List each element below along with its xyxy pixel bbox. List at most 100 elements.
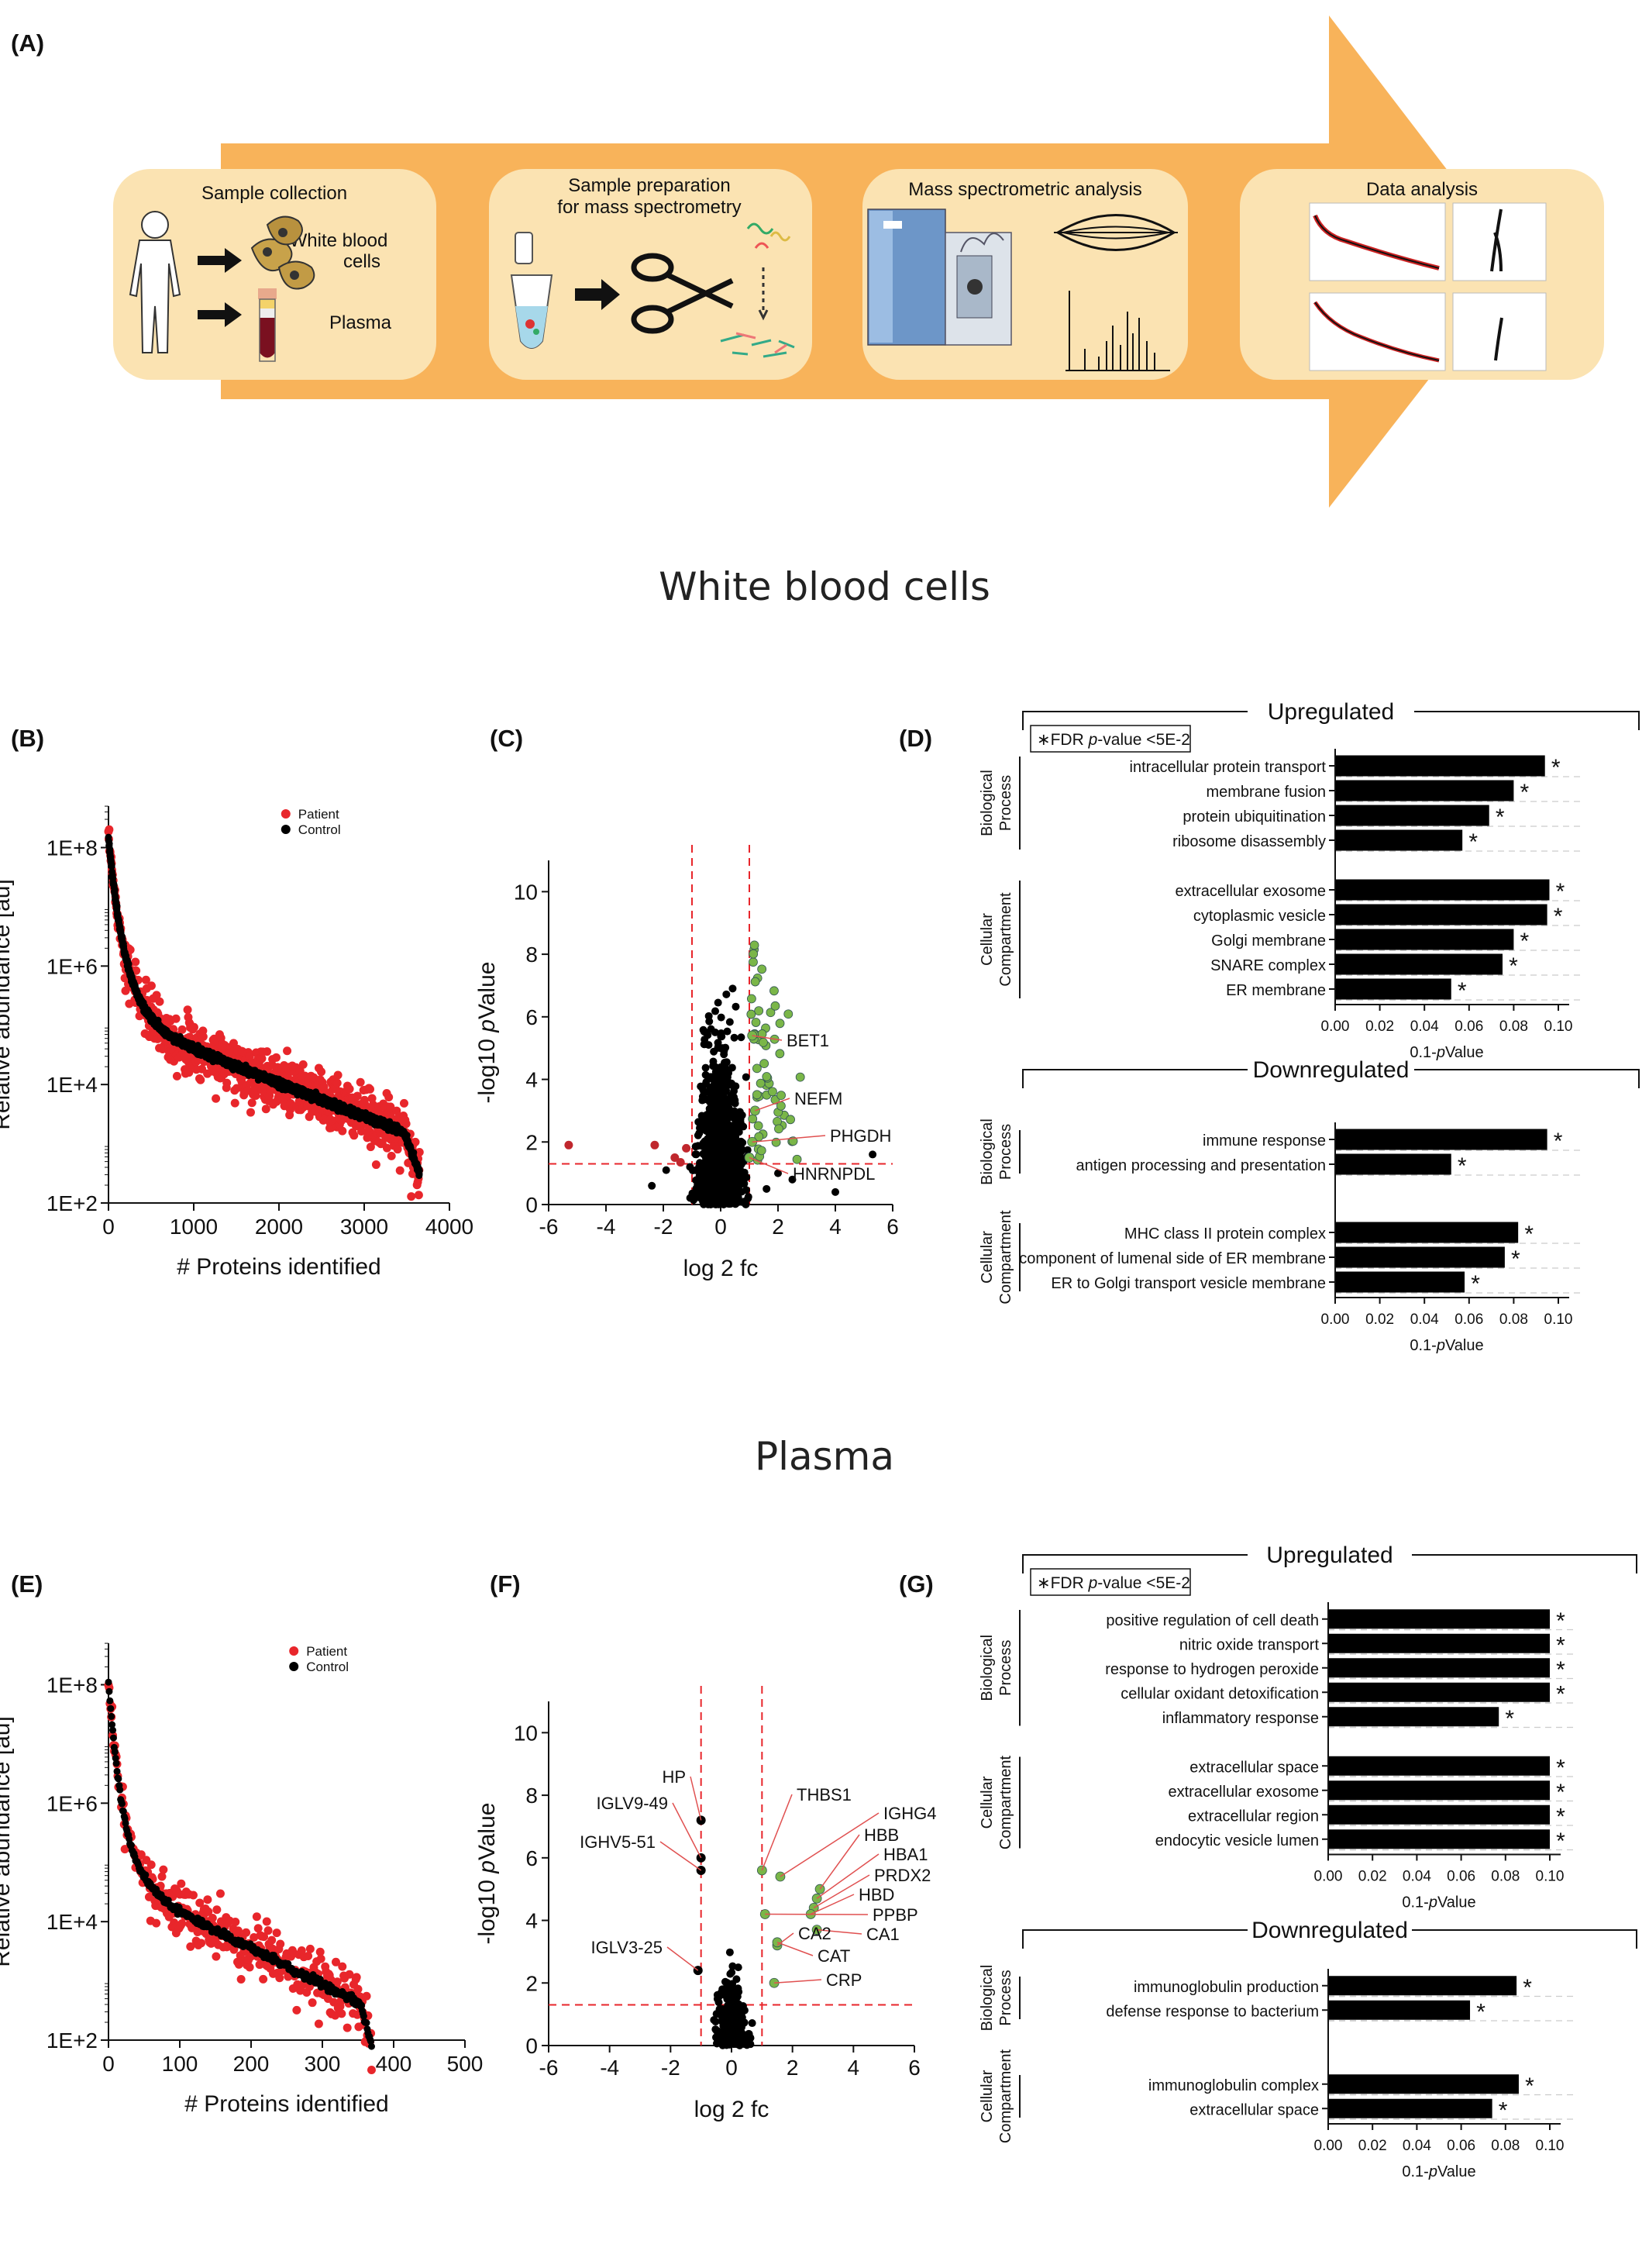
patient-point: [387, 1151, 396, 1160]
upregulated-point: [749, 957, 758, 967]
patient-point: [246, 1108, 255, 1117]
x-tick-label: 0: [102, 1215, 115, 1239]
patient-point: [155, 997, 164, 1006]
data-point: [706, 1136, 714, 1144]
x-tick-label: 0.00: [1321, 1019, 1350, 1035]
data-point: [717, 1013, 725, 1022]
control-point: [115, 1775, 122, 1783]
data-point: [721, 1195, 730, 1204]
category-label: Cellular: [979, 913, 996, 966]
legend-marker: [281, 825, 291, 834]
control-point: [105, 1687, 113, 1695]
x-tick-label: 4000: [425, 1215, 473, 1239]
data-point: [869, 1150, 877, 1159]
control-point: [108, 863, 115, 870]
upregulated-point: [783, 1009, 794, 1019]
patient-point: [141, 975, 150, 984]
patient-point: [267, 1935, 277, 1945]
y-tick-label: 1E+4: [46, 1073, 98, 1097]
step-title-collection: Sample collection: [201, 183, 347, 204]
patient-point: [212, 1952, 221, 1961]
control-point: [106, 1697, 114, 1704]
data-point: [707, 1163, 716, 1171]
data-point: [717, 1146, 725, 1154]
y-tick-label: 4: [525, 1068, 538, 1092]
x-tick-label: 500: [447, 2052, 484, 2076]
patient-point: [276, 1939, 285, 1949]
x-tick-label: -4: [597, 1215, 616, 1239]
category-label: Biological: [979, 1118, 996, 1185]
significance-star: *: [1551, 755, 1561, 781]
data-point: [698, 1092, 707, 1101]
category-label: Compartment: [997, 892, 1014, 987]
y-tick-label: 1E+2: [46, 2028, 98, 2053]
y-tick-label: 6: [525, 1005, 538, 1029]
patient-point: [338, 1962, 347, 1971]
patient-point: [231, 1918, 240, 1927]
data-point: [722, 990, 731, 998]
significance-star: *: [1471, 1271, 1480, 1297]
patient-point: [316, 1954, 325, 1963]
step-title-preparation: Sample preparation: [568, 175, 730, 196]
downregulated-point: [682, 1143, 691, 1153]
patient-point: [196, 1075, 205, 1084]
control-point: [107, 1704, 115, 1712]
arrow-to-cells-icon: [198, 248, 242, 273]
x-tick-label: 0.02: [1365, 1312, 1394, 1328]
patient-point: [184, 1068, 194, 1077]
data-point: [690, 1196, 698, 1205]
x-axis-title: # Proteins identified: [184, 2091, 389, 2117]
patient-point: [198, 1032, 208, 1041]
patient-point: [286, 1098, 295, 1108]
legend-marker: [289, 1646, 299, 1656]
data-point: [699, 1025, 707, 1034]
data-point: [704, 1170, 712, 1179]
data-point: [720, 1186, 728, 1194]
control-point: [111, 1748, 119, 1756]
data-point: [725, 1018, 734, 1026]
data-point: [728, 1129, 736, 1137]
data-point: [692, 1150, 701, 1159]
patient-point: [371, 1160, 380, 1170]
significance-star: *: [1458, 978, 1467, 1004]
panel-label-e: (E): [11, 1570, 43, 1598]
term-label: ER membrane: [1226, 982, 1326, 999]
x-axis-title: log 2 fc: [683, 1256, 759, 1281]
data-point: [705, 1017, 714, 1025]
x-tick-label: 0: [102, 2052, 115, 2076]
upregulated-point: [754, 1006, 764, 1015]
patient-point: [393, 1145, 402, 1154]
data-point: [763, 1184, 771, 1193]
x-tick-label: -2: [654, 1215, 673, 1239]
group-title: Upregulated: [1268, 699, 1394, 725]
x-tick-label: 1000: [170, 1215, 218, 1239]
data-point: [727, 1081, 735, 1089]
category-label: Process: [997, 1124, 1014, 1180]
x-tick-label: 0.08: [1499, 1312, 1528, 1328]
patient-point: [177, 1025, 187, 1034]
data-point: [694, 1181, 702, 1189]
label-leader-line: [749, 1156, 789, 1174]
point-label: PHGDH: [830, 1126, 891, 1146]
patient-point: [172, 1071, 181, 1081]
upregulated-point: [770, 1001, 780, 1011]
patient-point: [188, 1891, 198, 1900]
x-tick-label: 3000: [340, 1215, 388, 1239]
control-point: [108, 1712, 115, 1720]
data-point: [730, 1033, 738, 1042]
data-point: [662, 1166, 670, 1174]
analysis-thumbnails-icon: [1309, 202, 1547, 371]
mass-spectrum-icon: [1065, 291, 1170, 371]
term-bar: [1335, 780, 1514, 801]
term-bar: [1335, 953, 1503, 975]
patient-point: [298, 1060, 308, 1069]
term-bar: [1335, 1246, 1505, 1268]
step-label-plasma: Plasma: [329, 312, 392, 333]
x-tick-label: 100: [162, 2052, 198, 2076]
peptide-fragments-icon: [720, 222, 795, 358]
patient-point: [183, 1005, 192, 1015]
downregulated-point: [650, 1140, 659, 1150]
patient-point: [121, 986, 130, 995]
